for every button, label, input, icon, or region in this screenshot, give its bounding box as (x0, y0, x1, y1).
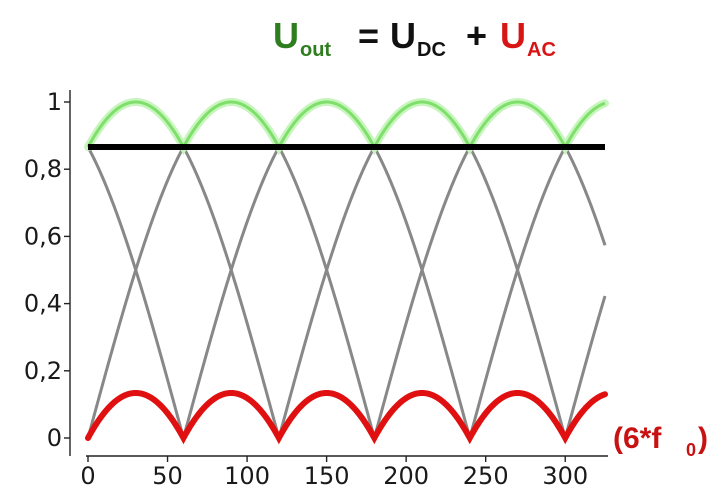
equals-sign: = (358, 15, 379, 56)
u-out-term-base: U (273, 15, 299, 56)
output-envelope-line (86, 100, 606, 151)
phase-curves (86, 100, 607, 444)
x-tick-label-0: 0 (80, 462, 95, 490)
u-dc-term-subscript: DC (417, 39, 446, 61)
x-tick-label-50: 50 (152, 462, 183, 490)
phase-curve-2 (86, 100, 607, 444)
ripple-label-prefix: (6*f (613, 422, 662, 455)
x-tick-label-250: 250 (463, 462, 509, 490)
phase-curve-1 (86, 100, 607, 444)
y-tick-label-1: 0,2 (24, 357, 62, 385)
x-tick-label-300: 300 (542, 462, 588, 490)
series-layer (84, 97, 609, 445)
u-dc-term-base: U (390, 15, 416, 56)
x-tick-label-150: 150 (304, 462, 350, 490)
x-tick-label-100: 100 (224, 462, 270, 490)
ripple-label-subscript: 0 (686, 440, 696, 460)
y-tick-label-4: 0,8 (24, 155, 62, 183)
u-dc-term: U DC (390, 15, 446, 61)
ripple-label-suffix: ) (698, 422, 708, 455)
y-tick-label-2: 0,4 (24, 290, 62, 318)
y-tick-label-0: 0 (47, 424, 62, 452)
x-tick-label-200: 200 (383, 462, 429, 490)
u-out-term-subscript: out (300, 39, 331, 61)
ripple-frequency-label: (6*f 0) (613, 422, 708, 460)
u-ac-term: U AC (500, 15, 556, 61)
plus-sign: + (466, 15, 487, 56)
phase-curve-3 (86, 100, 606, 444)
u-ac-term-subscript: AC (527, 39, 556, 61)
u-ac-term-base: U (500, 15, 526, 56)
ac-ripple-line (85, 389, 608, 445)
y-tick-label-3: 0,6 (24, 222, 62, 250)
axes: 0 50 100 150 200 250 300 0 0,2 0,4 0,6 0,8 1 (24, 88, 608, 490)
y-tick-label-5: 1 (47, 88, 62, 116)
